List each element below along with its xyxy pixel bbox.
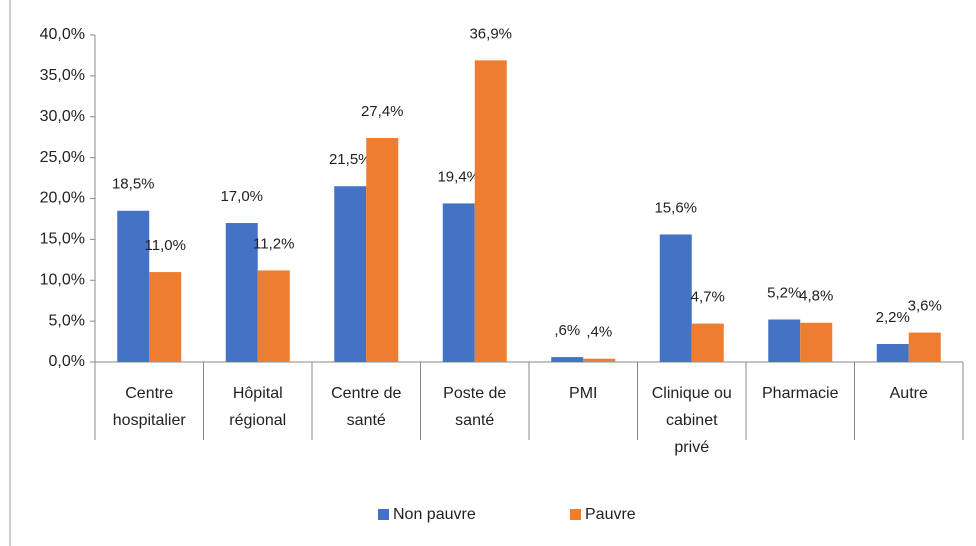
value-label: 3,6% [908, 298, 942, 315]
value-label: 15,6% [654, 199, 697, 216]
x-tick-label: PMI [569, 385, 597, 402]
x-tick-label: Hôpital [233, 385, 283, 402]
bar [876, 344, 909, 362]
bar [800, 322, 833, 362]
bar [225, 223, 258, 362]
bar [474, 60, 507, 362]
x-tick-label: Autre [890, 385, 928, 402]
y-tick-label: 20,0% [40, 190, 85, 207]
bar [257, 270, 290, 362]
x-tick-label: santé [455, 412, 494, 429]
y-tick-label: 30,0% [40, 108, 85, 125]
value-label: 36,9% [469, 25, 512, 42]
bar [583, 358, 616, 362]
value-label: 27,4% [361, 103, 404, 120]
bar [551, 357, 584, 362]
value-label: 2,2% [876, 309, 910, 326]
value-label: 5,2% [767, 284, 801, 301]
x-tick-label: hospitalier [113, 412, 187, 429]
legend-label: Pauvre [585, 506, 636, 523]
bar [117, 210, 150, 362]
legend-swatch [378, 509, 389, 520]
x-tick-label: Poste de [443, 385, 506, 402]
x-tick-label: Clinique ou [652, 385, 732, 402]
y-tick-label: 5,0% [49, 312, 85, 329]
y-tick-label: 15,0% [40, 231, 85, 248]
bar [366, 138, 399, 362]
bar [908, 332, 941, 362]
bar [691, 323, 724, 362]
bar [659, 234, 692, 362]
y-tick-label: 40,0% [40, 26, 85, 43]
x-tick-label: cabinet [666, 412, 718, 429]
value-label: 11,0% [145, 237, 186, 254]
value-label: 19,4% [437, 168, 480, 185]
x-tick-label: régional [229, 412, 286, 429]
x-tick-label: privé [674, 439, 709, 456]
x-tick-label: Pharmacie [762, 385, 839, 402]
y-tick-label: 0,0% [49, 353, 85, 370]
value-label: 21,5% [329, 151, 372, 168]
value-label: 11,2% [253, 235, 294, 252]
value-label: ,4% [586, 324, 612, 341]
x-tick-label: Centre de [331, 385, 401, 402]
x-tick-label: Centre [125, 385, 173, 402]
value-label: ,6% [554, 322, 580, 339]
bar [768, 319, 801, 362]
legend-label: Non pauvre [393, 506, 476, 523]
value-label: 18,5% [112, 176, 155, 193]
bar [334, 186, 367, 362]
legend-swatch [570, 509, 581, 520]
bar [149, 272, 182, 362]
value-label: 4,8% [799, 288, 833, 305]
y-tick-label: 35,0% [40, 67, 85, 84]
value-label: 17,0% [220, 188, 263, 205]
value-label: 4,7% [691, 289, 725, 306]
x-tick-label: santé [347, 412, 386, 429]
y-tick-label: 25,0% [40, 149, 85, 166]
bar [442, 203, 475, 362]
y-tick-label: 10,0% [40, 271, 85, 288]
